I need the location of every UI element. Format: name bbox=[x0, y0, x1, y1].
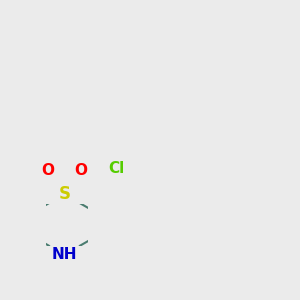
Text: S: S bbox=[58, 185, 70, 203]
Text: Cl: Cl bbox=[109, 161, 125, 176]
Text: O: O bbox=[75, 163, 88, 178]
Text: NH: NH bbox=[52, 247, 77, 262]
Text: O: O bbox=[41, 163, 54, 178]
